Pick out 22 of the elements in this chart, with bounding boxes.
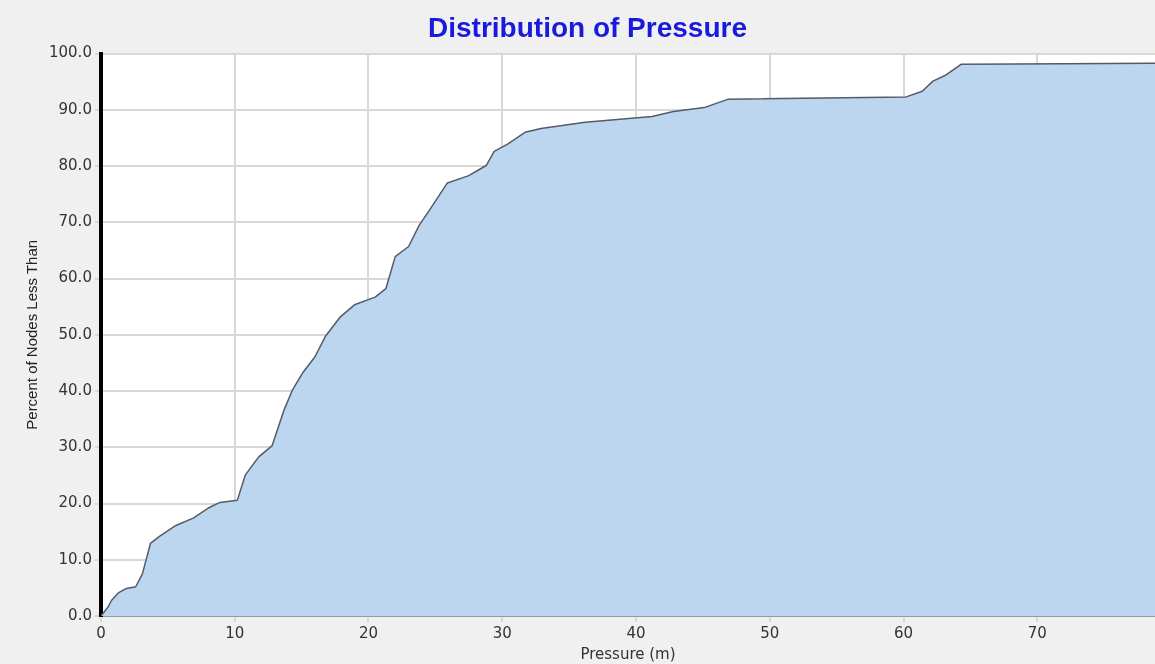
y-tick-label: 30.0 (58, 437, 92, 456)
y-tick-label: 80.0 (58, 155, 92, 174)
y-tick-label: 90.0 (58, 99, 92, 118)
y-tick-label: 100.0 (48, 43, 92, 62)
x-tick-label: 70 (1027, 623, 1047, 642)
y-tick-label: 0.0 (68, 605, 92, 624)
y-tick-label: 10.0 (58, 549, 92, 568)
x-tick-label: 20 (358, 623, 379, 642)
x-tick-label: 40 (626, 623, 646, 642)
y-axis-title: Percent of Nodes Less Than (23, 239, 41, 430)
x-axis-title: Pressure (m) (580, 644, 676, 663)
x-tick-label: 30 (492, 623, 512, 642)
chart-title: Distribution of Pressure (428, 11, 747, 43)
y-tick-label: 20.0 (58, 493, 92, 512)
y-tick-label: 70.0 (58, 212, 92, 231)
y-tick-label: 50.0 (58, 324, 92, 343)
x-tick-label: 10 (225, 623, 245, 642)
x-tick-label: 0 (96, 623, 106, 642)
y-tick-label: 60.0 (58, 268, 92, 287)
y-tick-label: 40.0 (58, 380, 92, 399)
x-tick-label: 50 (760, 623, 780, 642)
x-tick-label: 60 (893, 623, 914, 642)
